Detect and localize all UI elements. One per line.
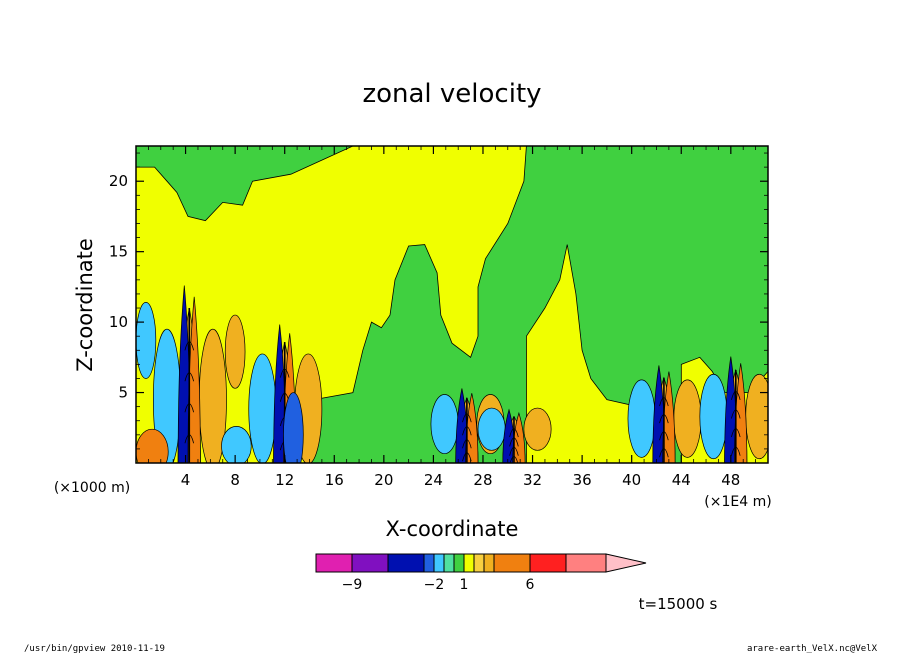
lobe-mid: [224, 314, 246, 389]
colorbar-bin: [423, 553, 435, 573]
colorbar-bin: [351, 553, 389, 573]
y-axis-label: Z-coordinate: [73, 238, 97, 372]
colorbar-bin: [463, 553, 475, 573]
colorbar-arrow: [605, 553, 647, 573]
time-label: t=15000 s: [639, 595, 718, 613]
x-scale-label: (×1E4 m): [704, 494, 771, 510]
x-tick-label-40: 40: [622, 471, 641, 489]
footer-left: /usr/bin/gpview 2010-11-19: [24, 644, 165, 654]
x-tick-label-32: 32: [523, 471, 542, 489]
colorbar-bin: [443, 553, 455, 573]
y-axis-ticks: 5 10 15 20: [109, 152, 768, 450]
velocity-field: [136, 146, 768, 463]
chart-title: zonal velocity: [362, 79, 541, 109]
field-region-right: [526, 244, 657, 463]
footer-right: arare-earth_VelX.nc@VelX: [747, 644, 878, 654]
plume-1: [153, 285, 227, 463]
colorbar-bin: [483, 553, 495, 573]
x-tick-label-12: 12: [275, 471, 294, 489]
x-tick-label-24: 24: [424, 471, 443, 489]
colorbar: [315, 553, 647, 573]
x-tick-label-8: 8: [230, 471, 240, 489]
lobe-bottom-left: [136, 428, 169, 463]
x-tick-label-4: 4: [181, 471, 191, 489]
y-tick-label-5: 5: [118, 384, 128, 402]
colorbar-bin: [565, 553, 607, 573]
colorbar-bin: [493, 553, 531, 573]
plume-5: [627, 365, 702, 463]
x-axis-ticks: 4 8 12 16 20 24 28 32 36 40 44 48: [147, 146, 757, 489]
colorbar-bin: [387, 553, 425, 573]
colorbar-label: 6: [526, 577, 535, 593]
y-tick-label-15: 15: [109, 243, 128, 261]
colorbar-bin: [433, 553, 445, 573]
colorbar-bin: [315, 553, 353, 573]
x-tick-label-48: 48: [721, 471, 740, 489]
lobe-center: [283, 392, 304, 463]
x-tick-label-28: 28: [473, 471, 492, 489]
colorbar-bin: [453, 553, 465, 573]
x-axis-label: X-coordinate: [386, 517, 519, 541]
y-tick-label-10: 10: [109, 313, 128, 331]
colorbar-label: 1: [460, 577, 469, 593]
x-tick-label-16: 16: [325, 471, 344, 489]
y-tick-label-20: 20: [109, 172, 128, 190]
lobe-bottom-mid: [221, 426, 252, 463]
lobe-left: [136, 302, 157, 379]
x-tick-label-44: 44: [672, 471, 691, 489]
colorbar-label: −2: [424, 577, 445, 593]
x-unit-label: (×1000 m): [54, 480, 130, 496]
plume-6: [699, 356, 768, 463]
colorbar-tick-labels: −9 −2 1 6: [342, 577, 535, 593]
colorbar-bin: [473, 553, 485, 573]
x-tick-label-20: 20: [374, 471, 393, 489]
plume-4: [477, 407, 552, 463]
plot-frame: [135, 145, 769, 464]
colorbar-bin: [529, 553, 567, 573]
colorbar-label: −9: [342, 577, 363, 593]
x-tick-label-36: 36: [573, 471, 592, 489]
